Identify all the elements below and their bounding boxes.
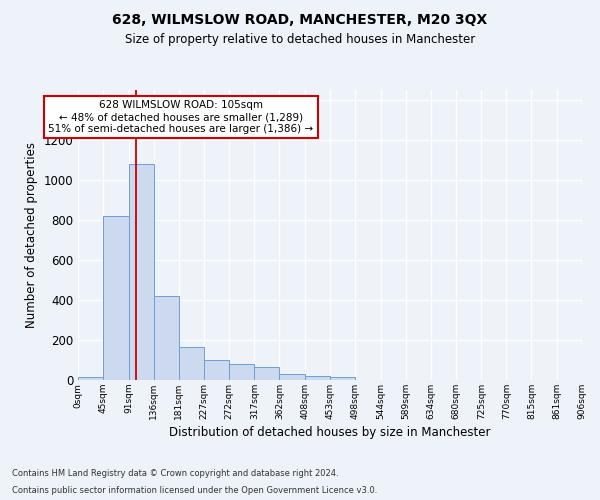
Bar [78,377,103,380]
Bar [305,376,330,380]
Text: 628, WILMSLOW ROAD, MANCHESTER, M20 3QX: 628, WILMSLOW ROAD, MANCHESTER, M20 3QX [112,12,488,26]
X-axis label: Distribution of detached houses by size in Manchester: Distribution of detached houses by size … [169,426,491,439]
Text: Size of property relative to detached houses in Manchester: Size of property relative to detached ho… [125,32,475,46]
Bar [229,364,254,380]
Bar [128,164,154,380]
Bar [103,216,128,380]
Text: Contains HM Land Registry data © Crown copyright and database right 2024.: Contains HM Land Registry data © Crown c… [12,468,338,477]
Text: Contains public sector information licensed under the Open Government Licence v3: Contains public sector information licen… [12,486,377,495]
Bar [330,377,355,380]
Bar [179,347,204,380]
Bar [280,374,305,380]
Text: 628 WILMSLOW ROAD: 105sqm
← 48% of detached houses are smaller (1,289)
51% of se: 628 WILMSLOW ROAD: 105sqm ← 48% of detac… [49,100,313,134]
Y-axis label: Number of detached properties: Number of detached properties [25,142,38,328]
Bar [204,360,229,380]
Bar [154,296,179,380]
Bar [254,367,280,380]
